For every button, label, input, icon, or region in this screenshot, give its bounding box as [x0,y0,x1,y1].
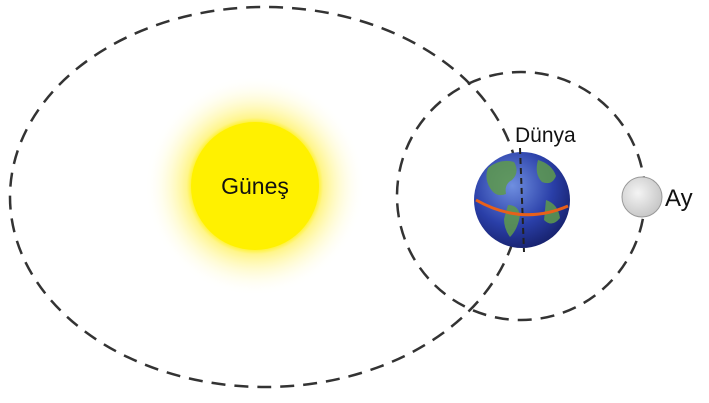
moon-label: Ay [665,185,693,212]
moon [621,176,663,218]
earth-label: Dünya [515,124,576,147]
earth [474,147,570,253]
sun-label: Güneş [221,173,289,199]
sun [191,122,319,250]
